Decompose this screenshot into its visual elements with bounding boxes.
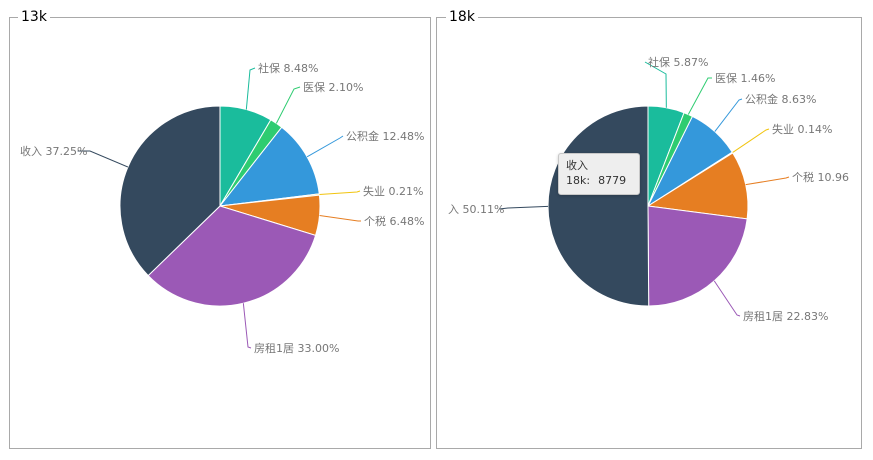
chart-title-18k: 18k — [446, 9, 478, 25]
slice-label-18k-gongjijin: 公积金 8.63% — [745, 92, 816, 106]
pie-slice-18k-geshui[interactable] — [646, 152, 749, 220]
pie-18k: 社保 5.87% 医保 1.46% 公积金 8.63% 失业 0.14% 个税 10.9… — [448, 55, 849, 323]
tooltip: 收入 18k: 8779 — [558, 153, 640, 195]
slice-label-13k-shebao: 社保 8.48% — [258, 61, 318, 75]
slice-label-13k-gongjijin: 公积金 12.48% — [346, 129, 424, 143]
tooltip-title: 收入 — [566, 159, 588, 172]
slice-label-18k-yibao: 医保 1.46% — [715, 71, 775, 85]
chart-title-13k: 13k — [18, 9, 50, 25]
pie-slice-13k-shouru[interactable] — [119, 105, 221, 277]
pie-slice-13k-fangzu[interactable] — [147, 205, 317, 307]
pie-slice-18k-shouru[interactable] — [547, 105, 650, 307]
tooltip-value: 8779 — [598, 174, 627, 187]
leader-line-13k-gongjijin — [306, 135, 344, 158]
leader-line-18k-shouru — [499, 205, 549, 210]
slice-label-18k-shiye: 失业 0.14% — [772, 123, 832, 136]
slice-label-18k-fangzu: 房租1居 22.83% — [743, 310, 828, 323]
leader-line-18k-gongjijin — [714, 98, 743, 132]
slice-label-13k-shiye: 失业 0.21% — [363, 185, 423, 198]
slice-label-13k-fangzu: 房租1居 33.00% — [254, 342, 339, 355]
slice-label-18k-geshui: 个税 10.96 — [792, 170, 849, 184]
slice-label-18k-shebao: 社保 5.87% — [648, 55, 708, 69]
leader-line-18k-yibao — [687, 77, 712, 115]
pie-13k: 社保 8.48% 医保 2.10% 公积金 12.48% 失业 0.21% 个税 6.4… — [20, 61, 424, 355]
leader-line-18k-fangzu — [713, 280, 741, 317]
leader-line-13k-fangzu — [242, 303, 252, 349]
slice-label-13k-yibao: 医保 2.10% — [303, 80, 363, 94]
leader-line-18k-shiye — [732, 128, 770, 153]
leader-line-13k-geshui — [319, 214, 361, 222]
leader-line-13k-yibao — [275, 86, 301, 124]
leader-line-13k-shebao — [245, 67, 256, 110]
slice-label-13k-geshui: 个税 6.48% — [364, 214, 424, 228]
leader-line-13k-shouru — [77, 150, 129, 168]
leader-line-18k-geshui — [745, 176, 790, 186]
leader-line-18k-shebao — [644, 61, 667, 108]
leader-line-13k-shiye — [319, 190, 361, 195]
pie-slice-18k-fangzu[interactable] — [647, 205, 748, 307]
slice-label-18k-shouru: 入 50.11% — [448, 203, 504, 216]
pie-slice-13k-gongjijin[interactable] — [218, 126, 320, 207]
tooltip-series: 18k: — [566, 174, 591, 187]
slice-label-13k-shouru: 收入 37.25% — [20, 144, 87, 158]
